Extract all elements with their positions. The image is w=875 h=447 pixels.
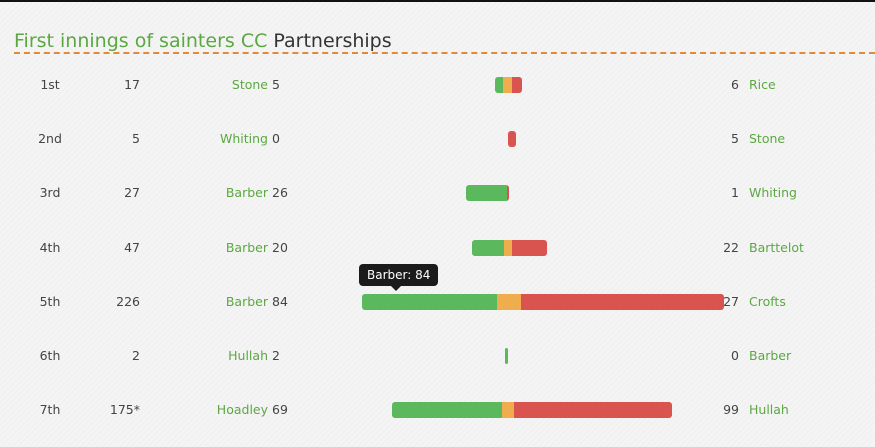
batter2-score: 1 — [731, 185, 739, 200]
wicket-label: 4th — [39, 240, 61, 255]
page-title-prefix: First innings of sainters CC — [14, 30, 268, 52]
batter1-segment[interactable] — [472, 240, 504, 256]
batter2-name[interactable]: Hullah — [749, 402, 789, 417]
batter1-name[interactable]: Hoadley — [216, 402, 268, 417]
batter2-score: 5 — [731, 131, 739, 146]
extras-segment[interactable] — [496, 294, 521, 310]
batter1-name[interactable]: Stone — [231, 77, 268, 92]
batter2-name[interactable]: Barttelot — [749, 240, 804, 255]
title-divider — [14, 52, 875, 54]
partnership-runs: 47 — [124, 240, 140, 255]
partnership-runs: 175* — [109, 402, 140, 417]
batter1-name[interactable]: Barber — [225, 240, 268, 255]
partnership-row: 4th 47 Barber 20 22 Barttelot — [0, 236, 875, 260]
batter1-segment[interactable] — [505, 348, 508, 364]
wicket-label: 1st — [40, 77, 60, 92]
batter1-score: 20 — [272, 240, 288, 255]
batter2-segment[interactable] — [520, 294, 724, 310]
batter1-segment[interactable] — [495, 77, 503, 93]
batter1-score: 26 — [272, 185, 288, 200]
partnership-bar[interactable] — [392, 402, 672, 418]
partnership-bar[interactable] — [508, 131, 516, 147]
extras-segment[interactable] — [502, 77, 513, 93]
partnership-bar[interactable] — [505, 348, 508, 364]
partnership-runs: 17 — [124, 77, 140, 92]
partnership-row: 5th 226 Barber 84 127 Crofts — [0, 290, 875, 314]
page-title-suffix: Partnerships — [273, 30, 392, 52]
batter1-name[interactable]: Barber — [225, 185, 268, 200]
page-title: First innings of sainters CC Partnership… — [14, 28, 392, 54]
extras-segment[interactable] — [503, 240, 512, 256]
batter2-score: 6 — [731, 77, 739, 92]
wicket-label: 3rd — [39, 185, 61, 200]
batter2-segment[interactable] — [507, 185, 509, 201]
partnership-runs: 226 — [116, 294, 140, 309]
batter2-segment[interactable] — [508, 131, 516, 147]
batter1-score: 0 — [272, 131, 280, 146]
extras-segment[interactable] — [502, 402, 514, 418]
partnership-bar[interactable] — [466, 185, 509, 201]
partnership-row: 7th 175* Hoadley 69 99 Hullah — [0, 398, 875, 422]
batter1-score: 69 — [272, 402, 288, 417]
batter1-name[interactable]: Whiting — [220, 131, 268, 146]
wicket-label: 7th — [39, 402, 61, 417]
batter2-name[interactable]: Whiting — [749, 185, 797, 200]
batter1-score: 5 — [272, 77, 280, 92]
wicket-label: 6th — [39, 348, 61, 363]
batter2-score: 99 — [723, 402, 739, 417]
partnership-bar[interactable] — [472, 240, 547, 256]
batter1-segment[interactable] — [466, 185, 508, 201]
batter2-score: 22 — [723, 240, 739, 255]
batter1-name[interactable]: Hullah — [228, 348, 268, 363]
batter1-name[interactable]: Barber — [225, 294, 268, 309]
batter2-segment[interactable] — [513, 402, 672, 418]
partnership-runs: 27 — [124, 185, 140, 200]
batter1-score: 84 — [272, 294, 288, 309]
wicket-label: 2nd — [38, 131, 62, 146]
partnership-bar[interactable] — [362, 294, 724, 310]
batter1-segment[interactable] — [392, 402, 503, 418]
partnership-row: 1st 17 Stone 5 6 Rice — [0, 73, 875, 97]
partnership-row: 3rd 27 Barber 26 1 Whiting — [0, 181, 875, 205]
batter2-name[interactable]: Barber — [749, 348, 792, 363]
batter2-segment[interactable] — [512, 77, 522, 93]
batter1-segment[interactable] — [362, 294, 497, 310]
batter2-name[interactable]: Crofts — [749, 294, 786, 309]
partnership-bar[interactable] — [495, 77, 522, 93]
batter2-segment[interactable] — [511, 240, 547, 256]
partnership-runs: 5 — [132, 131, 140, 146]
partnership-row: 2nd 5 Whiting 0 5 Stone — [0, 127, 875, 151]
partnership-row: 6th 2 Hullah 2 0 Barber — [0, 344, 875, 368]
wicket-label: 5th — [39, 294, 61, 309]
batter2-score: 0 — [731, 348, 739, 363]
batter2-name[interactable]: Stone — [749, 131, 786, 146]
batter1-score: 2 — [272, 348, 280, 363]
partnership-runs: 2 — [132, 348, 140, 363]
batter2-name[interactable]: Rice — [749, 77, 776, 92]
bar-tooltip: Barber: 84 — [359, 264, 439, 291]
